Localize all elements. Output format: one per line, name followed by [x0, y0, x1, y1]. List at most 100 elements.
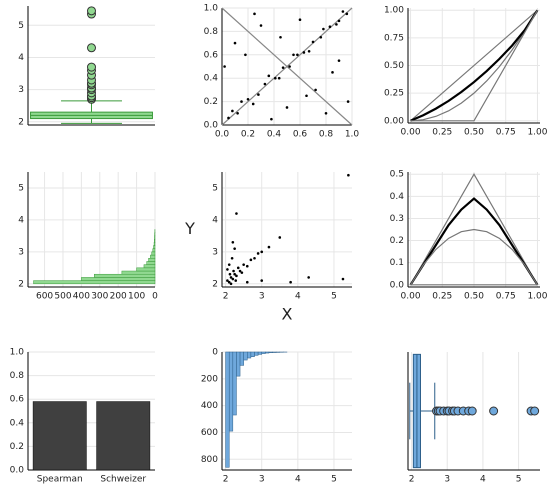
point	[234, 279, 238, 282]
y-tick-label: 4	[18, 53, 24, 63]
point	[274, 76, 277, 80]
hist-bar	[232, 351, 237, 416]
x-tick-label: 0.50	[464, 128, 484, 138]
point	[240, 271, 244, 274]
point	[249, 258, 253, 262]
point	[311, 40, 315, 44]
line	[410, 9, 538, 122]
x-tick-label: 2	[223, 475, 229, 485]
x-tick-label: 0.0	[215, 130, 230, 140]
x-tick-label: Schweizer	[100, 475, 146, 485]
bar	[32, 401, 87, 471]
point	[322, 27, 325, 31]
y-tick-label: 5	[18, 183, 24, 193]
hist-bar	[228, 351, 234, 432]
x-tick-label: 3	[259, 475, 265, 485]
x-tick-label: 0.4	[267, 130, 282, 140]
y-tick-label: 0	[212, 348, 218, 358]
point	[307, 49, 311, 53]
point	[347, 173, 350, 177]
outlier	[467, 406, 477, 416]
point	[251, 102, 255, 106]
point	[253, 256, 256, 260]
y-tick-label: 0.4	[10, 418, 25, 428]
point	[260, 250, 264, 254]
point	[233, 272, 236, 276]
point	[324, 112, 328, 115]
x-tick-label: 0.8	[319, 130, 334, 140]
point	[233, 247, 236, 250]
y-tick-label: 2	[18, 279, 24, 289]
x-tick-label: 4	[295, 475, 301, 485]
x-tick-label: 3	[259, 292, 265, 302]
x-tick-label: 0.75	[496, 292, 516, 302]
point	[235, 274, 238, 278]
point	[253, 12, 256, 16]
y-tick-label: 400	[201, 401, 218, 411]
hist-bar	[94, 273, 156, 278]
x-tick-label: 300	[91, 292, 108, 302]
point	[256, 252, 260, 255]
x-tick-label: 0.6	[293, 130, 308, 140]
bar	[96, 401, 151, 471]
y-tick-label: 4	[18, 215, 24, 225]
hist-bar	[136, 267, 156, 272]
hist-bar	[247, 351, 252, 359]
y-tick-label: 0.1	[390, 258, 404, 268]
hist-bar	[146, 261, 156, 265]
y-tick-label: 1.0	[204, 4, 219, 14]
x-tick-label: 5	[331, 475, 337, 485]
hist-bar	[148, 258, 156, 262]
point	[227, 263, 231, 266]
point	[263, 82, 267, 86]
y-tick-label: 0.4	[204, 74, 219, 84]
hist-bar	[254, 351, 259, 356]
hist-bar	[239, 351, 244, 366]
hist-bar	[152, 248, 156, 253]
point	[331, 71, 334, 74]
line	[410, 9, 538, 122]
hist-bar	[154, 238, 156, 243]
y-tick-label: 4	[212, 215, 218, 225]
y-tick-label: 0.3	[390, 214, 404, 224]
point	[281, 66, 285, 69]
hist-bar	[261, 351, 266, 354]
point	[233, 41, 237, 45]
point	[314, 88, 317, 92]
x-tick-label: 5	[516, 475, 522, 485]
hist-bar	[150, 254, 156, 259]
x-tick-label: 500	[54, 292, 71, 302]
outlier	[489, 406, 499, 416]
point	[227, 280, 231, 284]
x-tick-label: 0.00	[401, 128, 421, 138]
point	[328, 25, 332, 29]
point	[307, 276, 310, 279]
reference-line	[221, 7, 353, 126]
line	[410, 228, 538, 286]
point	[231, 277, 235, 281]
hist-bar	[243, 351, 248, 361]
point	[289, 280, 292, 284]
hist-bar	[257, 351, 262, 355]
point	[302, 51, 306, 54]
point	[235, 212, 238, 215]
point	[226, 279, 229, 282]
y-tick-label: 0.8	[204, 27, 219, 37]
x-tick-label: 200	[110, 292, 127, 302]
point	[232, 269, 235, 273]
point	[337, 59, 341, 62]
hist-bar	[154, 235, 156, 240]
point	[285, 106, 289, 109]
point	[260, 279, 264, 282]
point	[245, 264, 249, 268]
point	[288, 65, 291, 68]
point	[292, 53, 295, 57]
point	[236, 266, 240, 270]
y-tick-label: 0.2	[204, 97, 218, 107]
y-tick-label: 200	[201, 374, 218, 384]
x-tick-label: 400	[73, 292, 90, 302]
point	[238, 269, 242, 273]
point	[223, 65, 226, 68]
y-tick-label: 3	[212, 247, 218, 257]
